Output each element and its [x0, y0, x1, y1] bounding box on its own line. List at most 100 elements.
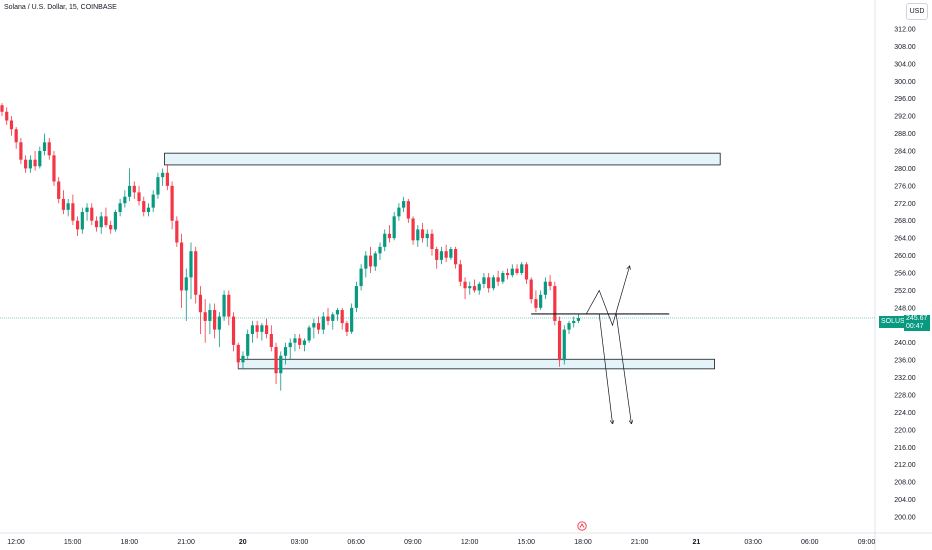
time-tick-label: 15:00 — [518, 539, 536, 546]
candle-body — [38, 150, 42, 167]
candle-body — [146, 207, 151, 212]
candle-body — [534, 299, 538, 308]
candle-body — [496, 277, 500, 282]
time-tick-label: 09:00 — [858, 539, 876, 546]
candle-body — [76, 220, 80, 230]
candle-body — [359, 268, 363, 287]
price-tick-label: 280.00 — [894, 166, 916, 173]
price-tick-label: 264.00 — [894, 236, 916, 243]
time-tick-label: 21:00 — [631, 539, 649, 546]
candle-body — [283, 347, 288, 356]
price-tick-label: 268.00 — [894, 218, 916, 225]
candle-body — [505, 272, 510, 276]
candle-body — [364, 255, 368, 269]
time-axis: 12:00 15:00 18:00 21:00 20 03:00 06:00 09:00 12:… — [7, 539, 875, 546]
candle-body — [246, 333, 250, 356]
candle-body — [118, 203, 122, 212]
candle-body — [42, 142, 47, 151]
candle-body — [161, 172, 165, 178]
candle-body — [123, 196, 127, 204]
candle-body — [373, 253, 377, 267]
current-price-box: 245.67 00:47 — [904, 315, 930, 331]
time-tick-label: 18:00 — [121, 539, 139, 546]
price-axis: 312.00 308.00 304.00 300.00 296.00 292.00 288.… — [894, 27, 916, 522]
symbol-price-tag: SOLUSD — [879, 316, 912, 328]
candle-body — [392, 216, 396, 239]
time-tick-label: 15:00 — [64, 539, 82, 546]
candle-body — [137, 192, 141, 202]
price-tick-label: 276.00 — [894, 183, 916, 190]
price-tick-label: 304.00 — [894, 61, 916, 68]
price-tick-label: 208.00 — [894, 480, 916, 487]
candle-body — [236, 344, 240, 363]
candle-body — [548, 281, 552, 287]
candle-body — [57, 181, 61, 199]
candle-body — [425, 233, 429, 239]
candle-body — [109, 225, 113, 230]
price-tick-label: 236.00 — [894, 358, 916, 365]
price-tick-label: 256.00 — [894, 270, 916, 277]
candle-body — [487, 277, 491, 289]
replay-icon[interactable] — [577, 521, 587, 531]
candle-body — [165, 172, 169, 186]
candle-body — [227, 294, 231, 317]
price-tick-label: 212.00 — [894, 462, 916, 469]
candle-body — [397, 207, 401, 217]
candle-body — [539, 294, 543, 308]
candle-body — [477, 283, 481, 291]
symbol-title[interactable]: Solana / U.S. Dollar, 15, COINBASE — [4, 4, 117, 11]
candle-body — [368, 255, 373, 267]
price-tick-label: 252.00 — [894, 288, 916, 295]
candle-body — [345, 323, 349, 332]
price-tick-label: 220.00 — [894, 427, 916, 434]
time-tick-label: 12:00 — [461, 539, 479, 546]
candle-body — [85, 207, 89, 212]
candle-body — [33, 159, 37, 167]
price-tick-label: 204.00 — [894, 497, 916, 504]
time-tick-label: 09:00 — [404, 539, 422, 546]
price-tick-label: 224.00 — [894, 410, 916, 417]
candle-body — [80, 211, 84, 230]
candle-body — [14, 129, 18, 143]
zone-rect-1 — [237, 358, 715, 370]
candle-body — [298, 338, 302, 345]
candle-body — [198, 294, 203, 313]
candle-body — [279, 355, 283, 374]
projection-arrow-2 — [615, 314, 631, 423]
candle-body — [524, 264, 529, 280]
candle-body — [269, 333, 273, 348]
candle-body — [113, 211, 117, 230]
price-tick-label: 200.00 — [894, 514, 916, 521]
candle-body — [557, 320, 562, 361]
candle-body — [222, 294, 226, 317]
price-tick-label: 216.00 — [894, 445, 916, 452]
time-tick-label: 06:00 — [347, 539, 365, 546]
candle-body — [510, 268, 514, 276]
price-tick-label: 308.00 — [894, 44, 916, 51]
currency-button[interactable]: USD — [906, 3, 928, 20]
candle-body — [170, 185, 174, 221]
price-tick-label: 292.00 — [894, 114, 916, 121]
candle-body — [350, 307, 354, 332]
candle-body — [189, 251, 193, 278]
candle-body — [430, 233, 434, 250]
candle-body — [288, 342, 292, 348]
candle-body — [0, 105, 4, 112]
time-tick-label: 21:00 — [177, 539, 195, 546]
candle-body — [529, 279, 533, 300]
candle-body — [312, 323, 316, 328]
candle-body — [468, 286, 472, 289]
candle-body — [501, 272, 505, 282]
price-tick-label: 300.00 — [894, 79, 916, 86]
candle-body — [454, 249, 458, 265]
price-tick-label: 284.00 — [894, 148, 916, 155]
candle-body — [439, 251, 444, 260]
candle-body — [19, 142, 23, 160]
candle-body — [142, 201, 146, 212]
candle-body — [255, 325, 259, 332]
candle-body — [208, 310, 212, 321]
time-tick-label: 12:00 — [7, 539, 25, 546]
candle-body — [217, 316, 221, 330]
candle-body — [302, 340, 306, 345]
